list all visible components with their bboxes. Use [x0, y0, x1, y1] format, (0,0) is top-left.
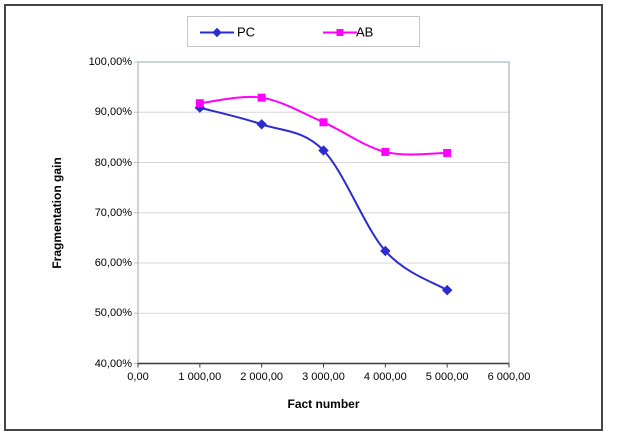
data-point-ab	[319, 118, 328, 127]
data-point-pc	[256, 119, 267, 130]
data-point-ab	[443, 148, 452, 157]
x-tick-label: 1 000,00	[178, 371, 222, 383]
x-tick-label: 2 000,00	[240, 371, 284, 383]
x-tick-label: 0,00	[127, 371, 149, 383]
legend-sample-marker	[336, 29, 344, 36]
data-point-pc	[380, 245, 391, 257]
x-tick-label: 6 000,00	[487, 371, 531, 383]
y-tick-label: 40,00%	[94, 357, 132, 370]
y-tick-label: 100,00%	[88, 56, 132, 68]
y-tick-label: 90,00%	[94, 106, 132, 119]
data-point-ab	[381, 147, 390, 156]
legend-label-ab: AB	[356, 24, 374, 39]
legend-ab-line-marker-sample	[323, 29, 357, 36]
y-tick-label: 80,00%	[94, 156, 132, 169]
x-axis-title: Fact number	[287, 397, 360, 411]
legend: PC AB	[187, 16, 420, 47]
x-tick-label: 4 000,00	[363, 371, 407, 383]
chart-outer-border	[4, 4, 603, 431]
y-tick-label: 70,00%	[94, 206, 132, 219]
data-point-ab	[195, 99, 204, 108]
y-tick-label: 50,00%	[94, 307, 132, 320]
data-point-pc	[318, 145, 329, 156]
data-point-ab	[257, 93, 266, 102]
data-point-pc	[441, 284, 453, 296]
y-axis-title: Fragmentation gain	[50, 157, 64, 269]
legend-pc-line-marker-sample	[200, 27, 234, 38]
y-tick-label: 60,00%	[94, 257, 132, 269]
legend-label-pc: PC	[237, 24, 256, 39]
legend-sample-marker	[212, 27, 222, 38]
x-tick-label: 5 000,00	[425, 371, 469, 383]
x-tick-label: 3 000,00	[302, 371, 345, 383]
